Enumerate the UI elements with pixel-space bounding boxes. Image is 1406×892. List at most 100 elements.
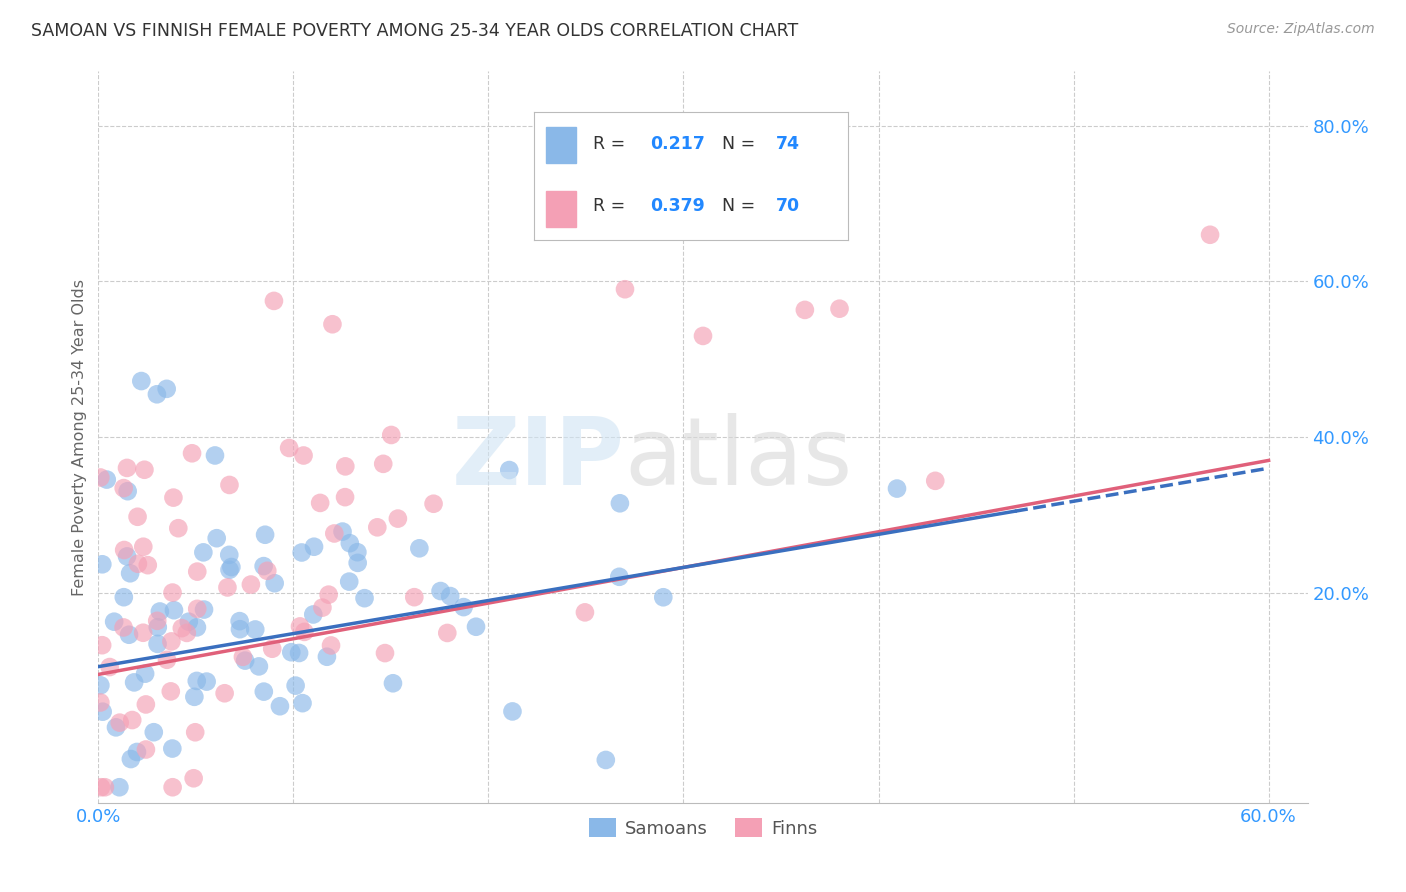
Point <box>269 699 291 714</box>
Point <box>146 620 169 634</box>
Point <box>108 780 131 795</box>
Point <box>163 603 186 617</box>
Point <box>108 715 131 730</box>
Point <box>429 584 451 599</box>
Point <box>118 628 141 642</box>
Point <box>323 526 346 541</box>
Text: Source: ZipAtlas.com: Source: ZipAtlas.com <box>1227 22 1375 37</box>
Point <box>436 626 458 640</box>
Point <box>263 576 285 591</box>
Point <box>221 560 243 574</box>
Point <box>233 654 256 668</box>
Point <box>135 742 157 756</box>
Point <box>380 428 402 442</box>
Point <box>387 511 409 525</box>
Point <box>156 382 179 396</box>
Point <box>373 457 395 471</box>
Point <box>262 641 284 656</box>
Point <box>280 645 302 659</box>
Point <box>465 620 488 634</box>
Point <box>94 780 117 795</box>
Text: atlas: atlas <box>624 413 852 505</box>
Point <box>218 548 240 562</box>
Point <box>302 607 325 622</box>
Point <box>288 619 311 633</box>
Point <box>333 490 356 504</box>
Point <box>232 649 254 664</box>
Point <box>159 684 181 698</box>
Point <box>98 660 121 674</box>
Point <box>284 679 307 693</box>
Point <box>381 676 404 690</box>
Point <box>136 558 159 573</box>
Point <box>131 374 153 388</box>
Point <box>122 675 145 690</box>
Point <box>132 540 155 554</box>
Point <box>321 318 343 332</box>
Point <box>91 638 114 652</box>
Point <box>162 491 184 505</box>
Point <box>193 602 215 616</box>
Point <box>318 588 340 602</box>
Point <box>828 301 851 316</box>
Point <box>127 509 149 524</box>
Point <box>263 293 285 308</box>
Point <box>121 713 143 727</box>
Point <box>89 678 111 692</box>
Point <box>183 771 205 785</box>
Point <box>253 559 276 574</box>
Point <box>135 698 157 712</box>
Point <box>609 496 631 510</box>
Point <box>112 591 135 605</box>
Point <box>167 521 190 535</box>
Point <box>186 620 208 634</box>
Point <box>245 623 267 637</box>
Point <box>239 577 262 591</box>
Point <box>156 653 179 667</box>
Point <box>439 589 461 603</box>
Point <box>134 666 156 681</box>
Point <box>309 496 332 510</box>
Point <box>335 459 357 474</box>
Point <box>112 481 135 495</box>
Point <box>204 449 226 463</box>
Point <box>112 620 135 634</box>
Point <box>146 614 169 628</box>
Point <box>353 591 375 606</box>
Point <box>132 625 155 640</box>
Point <box>229 622 252 636</box>
Point <box>112 543 135 558</box>
Point <box>186 565 208 579</box>
Point <box>501 705 523 719</box>
Point <box>607 570 630 584</box>
Point <box>291 545 314 559</box>
Point <box>193 545 215 559</box>
Point <box>311 600 333 615</box>
Point <box>218 563 240 577</box>
Point <box>302 540 325 554</box>
Point <box>96 473 118 487</box>
Point <box>90 780 112 795</box>
Point <box>103 615 125 629</box>
Point <box>115 461 138 475</box>
Point <box>91 558 114 572</box>
Point <box>162 585 184 599</box>
Point <box>134 463 156 477</box>
Point <box>214 686 236 700</box>
Text: SAMOAN VS FINNISH FEMALE POVERTY AMONG 25-34 YEAR OLDS CORRELATION CHART: SAMOAN VS FINNISH FEMALE POVERTY AMONG 2… <box>31 22 799 40</box>
Point <box>404 590 426 604</box>
Point <box>292 449 315 463</box>
Point <box>247 659 270 673</box>
Point <box>127 557 149 571</box>
Point <box>162 780 184 795</box>
Point <box>924 474 946 488</box>
Point <box>408 541 430 556</box>
Point <box>614 282 637 296</box>
Point <box>374 646 396 660</box>
Point <box>574 606 596 620</box>
Point <box>146 387 169 401</box>
Point <box>120 566 142 581</box>
Point <box>205 531 228 545</box>
Point <box>316 649 339 664</box>
Point <box>692 329 714 343</box>
